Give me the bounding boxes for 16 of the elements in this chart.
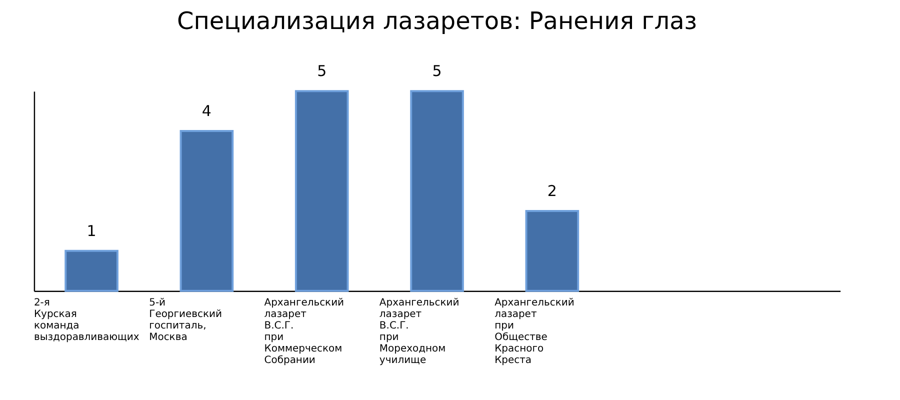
x-tick-label: 5-й Георгиевский госпиталь, Москва [149, 297, 222, 343]
x-tick-label: Архангельский лазарет В.С.Г. при Коммерческом Собрании [264, 297, 344, 366]
bar [410, 90, 464, 292]
x-tick-label: Архангельский лазарет В.С.Г. при Мореходном училище [379, 297, 460, 366]
bar [180, 130, 234, 292]
data-label: 1 [86, 222, 96, 240]
data-label: 2 [547, 182, 557, 200]
x-tick-label: Архангельский лазарет при Обществе Красного Креста [494, 297, 574, 366]
x-tick-label: 2-я Курская команда выздоравливающих [34, 297, 140, 343]
bar [64, 250, 118, 292]
chart-title: Специализация лазаретов: Ранения глаз [176, 7, 698, 36]
bar [294, 90, 349, 292]
data-label: 5 [432, 62, 442, 80]
data-label: 5 [317, 62, 327, 80]
data-label: 4 [202, 102, 212, 120]
bar [525, 210, 580, 292]
